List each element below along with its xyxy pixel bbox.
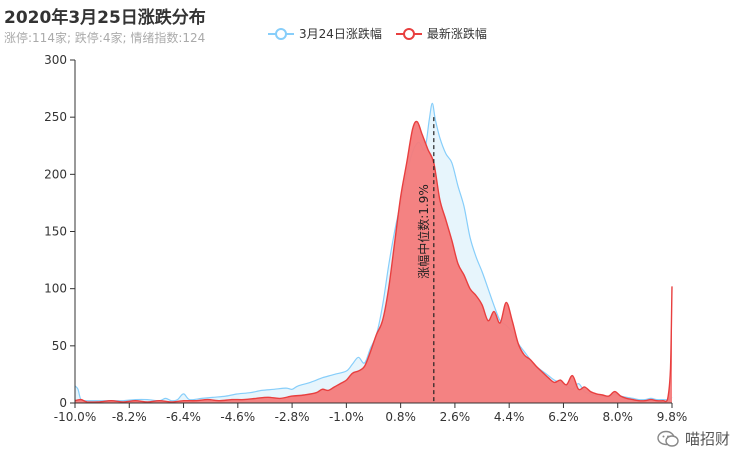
y-tick-label: 50 [52,339,67,353]
y-tick-label: 200 [44,167,67,181]
watermark: 喵招财 [657,428,730,449]
watermark-label: 喵招财 [684,430,730,448]
x-tick-label: 2.6% [440,410,471,424]
y-tick-label: 0 [59,396,67,410]
x-tick-label: 6.2% [548,410,579,424]
series-area-1 [75,121,672,403]
legend-marker-icon [395,27,422,40]
x-tick-label: -8.2% [112,410,147,424]
x-tick-label: 0.8% [385,410,416,424]
legend-item-yesterday[interactable]: 3月24日涨跌幅 [268,25,382,42]
legend-marker-icon [268,27,294,40]
y-tick-label: 150 [44,225,67,239]
chart-subtitle: 涨停:114家; 跌停:4家; 情绪指数:124 [4,31,206,45]
x-tick-label: -4.6% [220,410,255,424]
legend-label: 3月24日涨跌幅 [299,27,382,41]
x-tick-label: 9.8% [657,410,688,424]
y-tick-label: 250 [44,110,67,124]
x-tick-label: -10.0% [54,410,96,424]
median-label: 涨幅中位数:1.9% [416,184,431,279]
legend: 3月24日涨跌幅 最新涨跌幅 [268,25,487,42]
legend-item-latest[interactable]: 最新涨跌幅 [395,25,487,42]
legend-label: 最新涨跌幅 [426,27,487,41]
x-tick-label: 4.4% [494,410,525,424]
wechat-icon [657,430,679,447]
x-tick-label: 8.0% [602,410,633,424]
y-tick-label: 300 [44,53,67,67]
x-tick-label: -1.0% [329,410,364,424]
chart-title: 2020年3月25日涨跌分布 [4,8,206,28]
x-tick-label: -2.8% [275,410,310,424]
y-tick-label: 100 [44,282,67,296]
x-tick-label: -6.4% [166,410,201,424]
